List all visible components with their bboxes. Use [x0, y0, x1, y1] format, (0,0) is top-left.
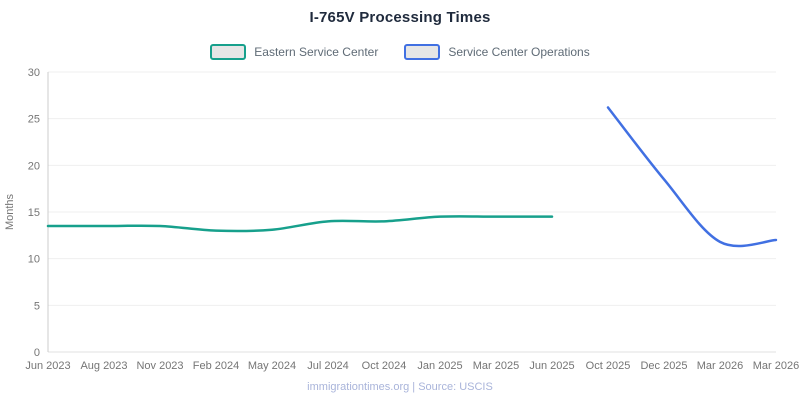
x-tick-label: Jan 2025 [417, 360, 462, 372]
x-tick-label: Oct 2025 [586, 360, 631, 372]
x-tick-label: May 2024 [248, 360, 296, 372]
legend-item-eastern-service-center[interactable]: Eastern Service Center [210, 44, 378, 60]
x-tick-label: Jul 2024 [307, 360, 349, 372]
y-axis-title: Months [4, 193, 16, 230]
chart-title: I-765V Processing Times [309, 9, 491, 26]
x-tick-label: Mar 2026 [753, 360, 799, 372]
y-tick-label: 25 [28, 114, 40, 126]
legend-swatch-icon [404, 44, 441, 60]
x-tick-label: Feb 2024 [193, 360, 239, 372]
series-line-1 [606, 106, 778, 248]
series-line-0 [46, 215, 554, 233]
x-tick-label: Jun 2025 [529, 360, 574, 372]
x-tick-label: Oct 2024 [362, 360, 407, 372]
legend-label: Eastern Service Center [254, 45, 379, 59]
x-tick-label: Mar 2025 [473, 360, 519, 372]
x-tick-label: Nov 2023 [136, 360, 183, 372]
x-tick-label: Jun 2023 [25, 360, 70, 372]
x-tick-label: Dec 2025 [640, 360, 687, 372]
y-tick-label: 10 [28, 254, 40, 266]
y-tick-label: 5 [34, 300, 40, 312]
source-attribution: immigrationtimes.org | Source: USCIS [307, 381, 493, 393]
y-tick-label: 30 [28, 67, 40, 79]
legend-swatch-icon [210, 44, 247, 60]
legend-item-service-center-operations[interactable]: Service Center Operations [404, 44, 590, 60]
y-tick-label: 20 [28, 160, 40, 172]
legend-label: Service Center Operations [448, 45, 590, 59]
x-tick-label: Aug 2023 [80, 360, 127, 372]
y-tick-label: 0 [34, 347, 40, 359]
x-tick-label: Mar 2026 [697, 360, 743, 372]
legend: Eastern Service Center Service Center Op… [0, 44, 800, 60]
y-tick-label: 15 [28, 207, 40, 219]
